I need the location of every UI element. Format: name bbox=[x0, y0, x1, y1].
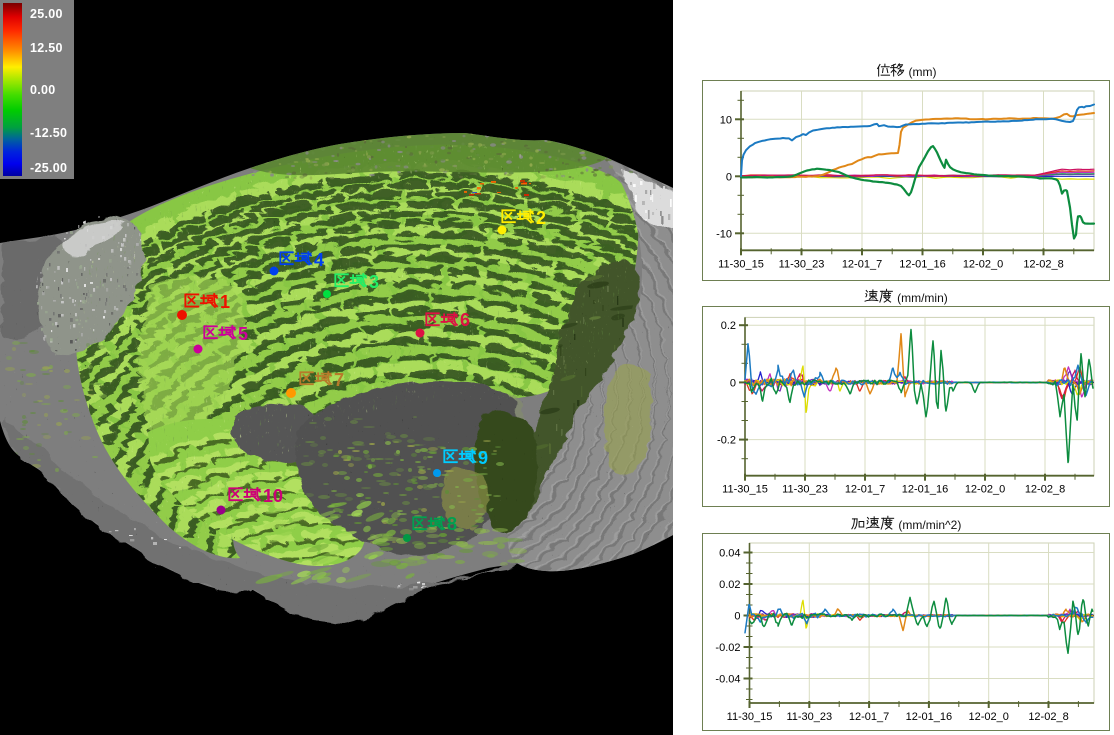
svg-text:0: 0 bbox=[726, 171, 732, 183]
svg-text:10: 10 bbox=[263, 486, 283, 506]
svg-text:10: 10 bbox=[720, 114, 732, 126]
svg-text:(mm): (mm) bbox=[909, 65, 937, 79]
svg-text:12-02_8: 12-02_8 bbox=[1023, 258, 1063, 270]
svg-text:7: 7 bbox=[334, 370, 344, 390]
svg-text:8: 8 bbox=[447, 514, 457, 534]
svg-text:12-02_8: 12-02_8 bbox=[1025, 484, 1065, 496]
svg-text:12-01_16: 12-01_16 bbox=[899, 258, 946, 270]
svg-text:(mm/min): (mm/min) bbox=[897, 291, 948, 305]
svg-text:12-01_16: 12-01_16 bbox=[902, 484, 949, 496]
svg-text:-0.2: -0.2 bbox=[717, 435, 736, 447]
svg-text:-0.02: -0.02 bbox=[715, 642, 740, 654]
svg-text:0: 0 bbox=[730, 377, 736, 389]
svg-text:0.02: 0.02 bbox=[719, 579, 740, 591]
svg-text:6: 6 bbox=[460, 310, 470, 330]
svg-text:0.04: 0.04 bbox=[719, 548, 740, 560]
svg-text:1: 1 bbox=[220, 292, 230, 312]
svg-text:12-01_16: 12-01_16 bbox=[906, 711, 953, 723]
svg-text:11-30_15: 11-30_15 bbox=[727, 711, 773, 723]
svg-text:5: 5 bbox=[238, 324, 248, 344]
svg-text:11-30_23: 11-30_23 bbox=[786, 711, 832, 723]
svg-text:11-30_15: 11-30_15 bbox=[718, 258, 764, 270]
svg-text:(mm/min^2): (mm/min^2) bbox=[898, 518, 961, 532]
svg-text:-0.04: -0.04 bbox=[715, 674, 740, 686]
svg-text:12-01_7: 12-01_7 bbox=[849, 711, 889, 723]
svg-text:2: 2 bbox=[536, 208, 546, 228]
svg-text:12-02_0: 12-02_0 bbox=[963, 258, 1003, 270]
svg-text:11-30_15: 11-30_15 bbox=[722, 484, 768, 496]
svg-text:12-02_0: 12-02_0 bbox=[965, 484, 1005, 496]
svg-text:12-01_7: 12-01_7 bbox=[842, 258, 882, 270]
svg-text:0: 0 bbox=[734, 611, 740, 623]
svg-text:0.2: 0.2 bbox=[721, 320, 736, 332]
svg-text:11-30_23: 11-30_23 bbox=[779, 258, 825, 270]
svg-text:11-30_23: 11-30_23 bbox=[782, 484, 828, 496]
svg-text:12-02_0: 12-02_0 bbox=[969, 711, 1009, 723]
svg-text:-10: -10 bbox=[716, 228, 732, 240]
svg-text:4: 4 bbox=[314, 250, 324, 270]
svg-text:12-02_8: 12-02_8 bbox=[1028, 711, 1068, 723]
svg-text:3: 3 bbox=[369, 272, 379, 292]
svg-text:9: 9 bbox=[478, 448, 488, 468]
svg-text:12-01_7: 12-01_7 bbox=[845, 484, 885, 496]
